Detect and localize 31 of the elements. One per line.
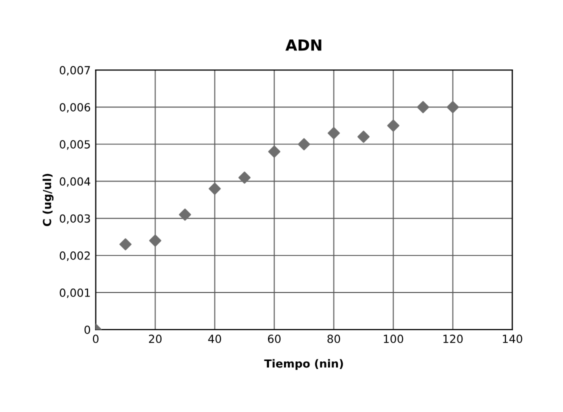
y-tick-label: 0,003	[60, 214, 90, 224]
point	[238, 172, 251, 184]
y-tick-label: 0,001	[60, 288, 90, 298]
point	[357, 130, 370, 143]
y-tick-label: 0	[84, 326, 90, 334]
x-tick-label: 40	[208, 334, 222, 344]
x-tick-label: 120	[443, 334, 463, 344]
y-tick-label: 0,002	[60, 251, 90, 261]
x-tick-label: 0	[92, 334, 99, 344]
point	[149, 234, 162, 247]
point	[208, 182, 221, 195]
point	[328, 127, 340, 140]
y-tick-label: 0,004	[60, 177, 90, 187]
x-tick-label: 60	[268, 334, 281, 344]
x-axis-title: Tiempo (nin)	[264, 359, 343, 370]
x-tick-label: 100	[384, 334, 404, 344]
point	[268, 146, 280, 158]
y-tick-label: 0,007	[60, 66, 90, 76]
y-tick-label: 0,006	[60, 103, 90, 113]
x-tick-label: 140	[502, 334, 522, 344]
point	[387, 120, 400, 132]
point	[446, 101, 459, 114]
point	[119, 238, 132, 250]
y-axis-title: C (ug/ul)	[42, 174, 54, 226]
y-tick-label: 0,005	[60, 140, 90, 150]
point	[416, 101, 430, 114]
x-tick-label: 80	[327, 334, 340, 344]
point	[178, 208, 192, 221]
chart-title: ADN	[285, 39, 322, 51]
point	[298, 138, 310, 150]
x-tick-label: 20	[148, 334, 162, 344]
